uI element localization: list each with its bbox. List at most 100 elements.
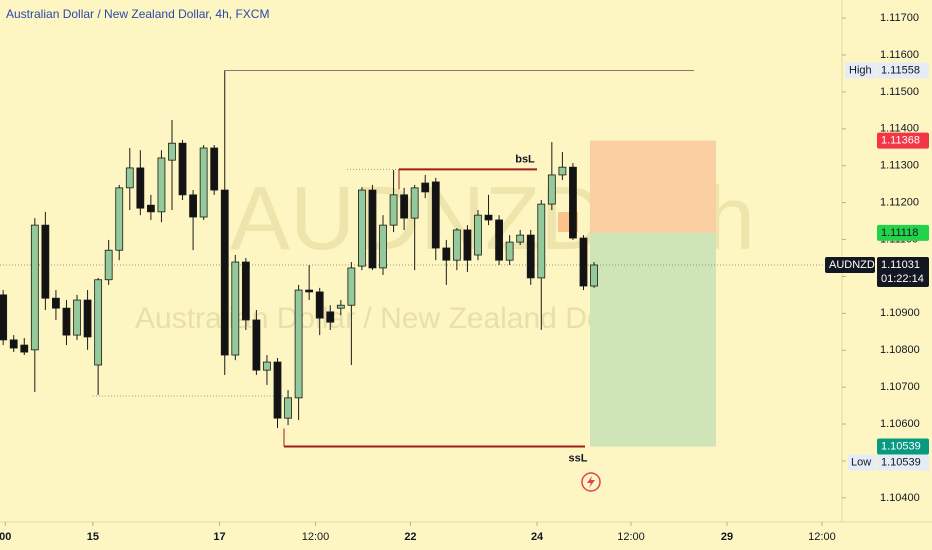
candle-body	[9, 339, 18, 349]
candle-body	[315, 291, 324, 319]
low-tag-bg	[877, 454, 929, 471]
candle-body	[157, 157, 166, 213]
candle-body	[273, 361, 282, 419]
x-tick-label: 15	[87, 531, 99, 543]
candle-body	[474, 214, 482, 256]
candle-body	[73, 299, 81, 336]
candle-body	[20, 344, 29, 353]
candle-body	[30, 224, 39, 351]
y-tick-label: 1.10600	[880, 418, 920, 430]
candle-body	[442, 247, 451, 261]
candle-body	[463, 229, 472, 261]
candle-body	[336, 304, 345, 309]
x-tick-label: 12:00	[808, 531, 836, 543]
x-tick-label: 29	[721, 531, 733, 543]
last-price-tag: 1.11031	[881, 259, 920, 271]
candle-body	[368, 189, 377, 269]
x-tick-label: 17	[213, 531, 225, 543]
candle-body	[263, 361, 271, 371]
y-tick-label: 1.11200	[880, 197, 919, 209]
last-price-tag-bg	[877, 256, 929, 287]
candle-body	[83, 299, 92, 338]
candle-body	[199, 147, 208, 218]
ssl-label: ssL	[569, 452, 588, 464]
candle-body	[537, 203, 546, 279]
high-tag-bg	[877, 62, 929, 79]
low-tag-label: Low	[851, 456, 871, 468]
x-tick-label: 12:00	[302, 531, 330, 543]
candle-body	[115, 187, 124, 251]
candle-body	[389, 194, 398, 226]
symbol-tag-bg	[825, 256, 875, 273]
high-tag: 1.11558	[881, 64, 920, 76]
chart-title: Australian Dollar / New Zealand Dollar, …	[6, 7, 269, 21]
y-tick-label: 1.11400	[880, 123, 919, 135]
candle-body	[421, 182, 430, 193]
candle-body	[94, 279, 103, 366]
candle-body	[136, 167, 145, 209]
low-tag: 1.10539	[881, 456, 921, 468]
candle-body	[125, 167, 134, 189]
stop-zone	[590, 140, 716, 233]
candle-body	[558, 166, 567, 176]
candle-body	[358, 189, 366, 267]
candle-body	[410, 187, 419, 219]
candle-body	[189, 194, 197, 218]
high-tag-label: High	[849, 64, 872, 76]
bsl-label: bsL	[515, 153, 535, 165]
y-tick-label: 1.10800	[880, 344, 920, 356]
candle-body	[210, 147, 219, 191]
watermark-subtitle: Australian Dollar / New Zealand Dollar	[135, 302, 644, 335]
candle-body	[547, 174, 556, 205]
x-tick-label: 12:00	[617, 531, 645, 543]
candle-body	[52, 297, 60, 309]
candle-body	[252, 319, 261, 371]
plot: bsL ssL	[0, 69, 842, 464]
candle-body	[431, 181, 440, 249]
target-tag: 1.10539	[881, 440, 921, 452]
candle-body	[284, 397, 292, 419]
alert-icon[interactable]	[581, 472, 601, 492]
candle-body	[146, 204, 155, 213]
candle-body	[400, 194, 409, 219]
candle-body	[231, 261, 240, 356]
y-tick-label: 1.10400	[880, 492, 920, 504]
y-tick-label: 1.10900	[880, 307, 920, 319]
x-tick-label: 22	[404, 531, 416, 543]
candle-body	[168, 142, 176, 161]
candle-body	[220, 189, 229, 356]
candle-body	[569, 166, 577, 239]
y-tick-label: 1.11700	[880, 12, 919, 24]
candle-body	[379, 224, 387, 269]
candle-body	[326, 311, 335, 323]
candle-body	[484, 214, 493, 221]
entry-tag-bg	[877, 224, 929, 241]
candle-body	[41, 224, 50, 299]
candle-body	[104, 249, 113, 281]
candle-body	[241, 261, 250, 321]
candle-body	[579, 237, 588, 287]
candle-body	[495, 219, 503, 261]
candle-body	[178, 142, 187, 196]
y-tick-label: 1.11500	[880, 86, 919, 98]
candle-body	[305, 289, 314, 293]
countdown: 01:22:14	[881, 273, 924, 285]
y-tick-label: 1.11600	[880, 49, 919, 61]
candle-body	[347, 267, 356, 306]
high-tag-label-bg	[845, 62, 876, 79]
symbol-tag: AUDNZD	[829, 259, 875, 271]
candle-body	[516, 234, 525, 243]
low-tag-label-bg	[848, 454, 876, 471]
candle-body	[0, 294, 8, 341]
y-tick-label: 1.11300	[880, 160, 919, 172]
target-zone	[590, 232, 716, 447]
target-tag-bg	[877, 438, 929, 455]
candle-body	[505, 241, 514, 261]
candle-body	[590, 264, 598, 287]
candle-body	[526, 234, 535, 279]
entry-tag: 1.11118	[881, 227, 918, 239]
stop-tag-bg	[877, 132, 929, 149]
